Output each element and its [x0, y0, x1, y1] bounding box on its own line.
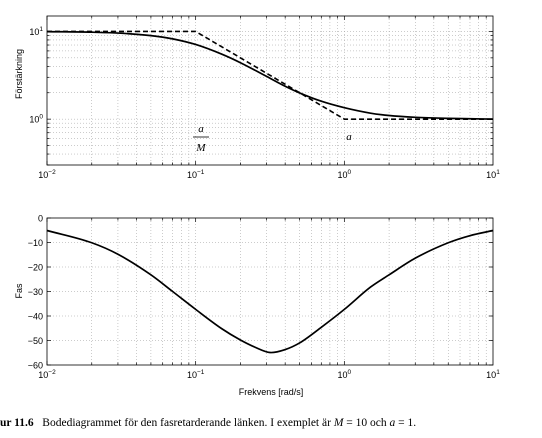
magnitude-y-tick-labels: 100 101 [29, 26, 43, 125]
magnitude-x-tick-labels: 10−2 10−1 100 101 [38, 169, 500, 180]
figure-caption-math-a: a [389, 417, 396, 429]
phase-x-tick-label: 101 [486, 369, 500, 380]
magnitude-plot: 10−2 10−1 100 101 100 101 Förstärkning a M a [14, 15, 500, 180]
phase-y-tick-labels: 0 −10 −20 −30 −40 −50 −60 [28, 214, 43, 371]
phase-x-tick-label: 10−2 [38, 369, 56, 380]
phase-y-tick-label: −40 [28, 312, 43, 322]
phase-y-tick-label: −20 [28, 263, 43, 273]
figure-caption-math-m: M [333, 417, 344, 429]
magnitude-axes-frame [46, 15, 494, 166]
phase-x-tick-labels: 10−2 10−1 100 101 [38, 369, 500, 380]
annotation-a: a [346, 131, 352, 143]
figure-caption-eq-1: = 10 och [343, 417, 390, 429]
magnitude-ticks [46, 16, 493, 166]
phase-y-tick-label: −10 [28, 238, 43, 248]
magnitude-x-tick-label: 101 [486, 169, 500, 180]
annotation-a-over-m: a M [193, 123, 209, 154]
magnitude-curves [46, 30, 494, 120]
magnitude-y-tick-label: 101 [29, 26, 43, 37]
magnitude-series-asymptote [47, 30, 493, 120]
magnitude-grid [47, 16, 493, 165]
phase-y-tick-label: −50 [28, 336, 43, 346]
phase-x-tick-label: 10−1 [187, 369, 205, 380]
phase-grid [47, 218, 493, 365]
phase-ticks [46, 217, 493, 366]
magnitude-y-tick-label: 100 [29, 114, 43, 125]
figure-caption-eq-2: = 1. [395, 417, 417, 429]
magnitude-x-tick-label: 10−2 [38, 169, 56, 180]
phase-x-axis-label: Frekvens [rad/s] [239, 387, 304, 397]
annotation-numerator: a [198, 123, 204, 135]
phase-series-curve [46, 229, 494, 354]
phase-y-tick-label: −30 [28, 287, 43, 297]
magnitude-series-curve [46, 30, 494, 120]
phase-y-tick-label: −60 [28, 361, 43, 371]
annotation-denominator: M [195, 142, 206, 154]
magnitude-y-axis-label: Förstärkning [14, 49, 24, 99]
phase-curves [46, 229, 494, 354]
magnitude-x-tick-label: 100 [338, 169, 352, 180]
figure-caption-label: ur 11.6 [0, 417, 34, 429]
figure-caption: ur 11.6 Bodediagrammet för den fasretard… [0, 417, 542, 435]
phase-y-axis-label: Fas [14, 283, 24, 299]
phase-x-tick-label: 100 [338, 369, 352, 380]
figure-caption-text: Bodediagrammet för den fasretarderande l… [42, 417, 331, 429]
phase-y-tick-label: 0 [38, 214, 43, 224]
phase-plot: 10−2 10−1 100 101 0 −10 −20 −30 −40 −50 −60 Fas F… [14, 214, 500, 398]
magnitude-x-tick-label: 10−1 [187, 169, 205, 180]
